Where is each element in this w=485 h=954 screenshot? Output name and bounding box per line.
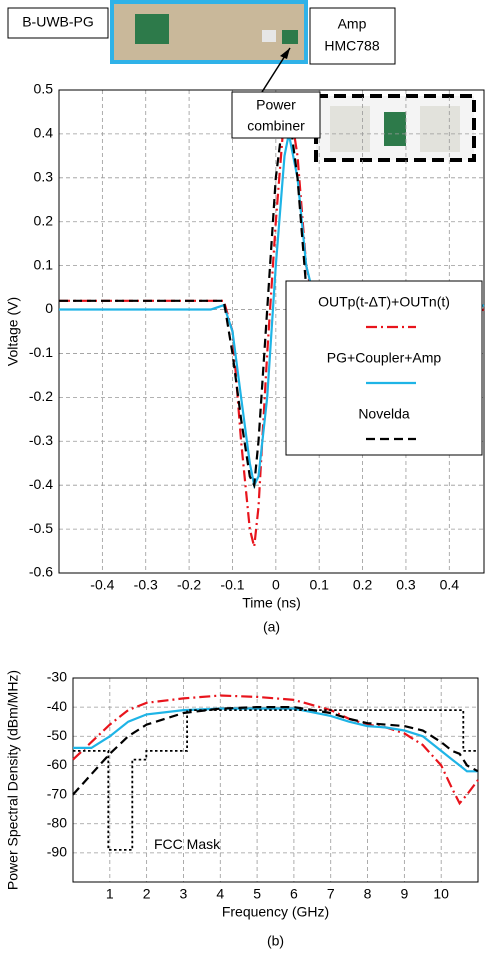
series-line: [59, 105, 484, 490]
x-tick-label: 0.3: [396, 577, 416, 593]
legend-label: Novelda: [358, 406, 410, 422]
x-axis-label: Frequency (GHz): [222, 904, 329, 920]
y-tick-label: 0: [45, 300, 53, 316]
y-tick-label: -30: [47, 669, 67, 685]
photo-detail: [262, 30, 276, 42]
y-tick-label: -40: [47, 698, 67, 714]
x-tick-label: 8: [364, 886, 372, 902]
x-tick-label: 0: [272, 577, 280, 593]
y-tick-label: -50: [47, 727, 67, 743]
annotation: B-UWB-PG: [22, 14, 94, 30]
y-tick-label: -0.5: [29, 520, 53, 536]
photo-detail: [135, 14, 169, 44]
y-tick-label: -90: [47, 844, 67, 860]
x-tick-label: -0.1: [220, 577, 244, 593]
y-tick-label: -70: [47, 785, 67, 801]
y-tick-label: 0.3: [34, 169, 54, 185]
y-tick-label: -0.3: [29, 432, 53, 448]
y-tick-label: -80: [47, 814, 67, 830]
y-tick-label: -60: [47, 756, 67, 772]
x-tick-label: 1: [106, 886, 114, 902]
legend-label: PG+Coupler+Amp: [327, 350, 442, 366]
series-line: [72, 694, 479, 806]
photo-detail: [282, 30, 298, 44]
x-tick-label: -0.3: [134, 577, 158, 593]
x-axis-label: Time (ns): [242, 595, 301, 611]
x-tick-label: -0.2: [177, 577, 201, 593]
x-tick-label: -0.4: [90, 577, 114, 593]
x-tick-label: 3: [180, 886, 188, 902]
y-tick-label: -0.6: [29, 564, 53, 580]
plot-frame: [58, 89, 485, 574]
x-tick-label: 5: [253, 886, 261, 902]
x-tick-label: 7: [327, 886, 335, 902]
caption: (a): [263, 619, 280, 635]
photo-detail: [330, 106, 370, 152]
x-tick-label: 0.2: [353, 577, 373, 593]
caption: (b): [267, 933, 284, 949]
series-line: [73, 707, 478, 773]
y-tick-label: -0.2: [29, 388, 53, 404]
x-tick-label: 9: [400, 886, 408, 902]
x-tick-label: 10: [433, 886, 449, 902]
annotation: HMC788: [324, 38, 379, 54]
y-tick-label: 0.1: [34, 256, 54, 272]
y-tick-label: 0.4: [34, 125, 54, 141]
series-line: [73, 709, 478, 851]
label-box: [7, 7, 109, 39]
x-tick-label: 0.4: [440, 577, 460, 593]
y-axis-label: Power Spectral Density (dBm/MHz): [5, 670, 21, 890]
x-tick-label: 6: [290, 886, 298, 902]
y-tick-label: -0.4: [29, 476, 53, 492]
series-label: FCC Mask: [154, 836, 221, 852]
legend-label: OUTp(t-ΔT)+OUTn(t): [318, 294, 450, 310]
photo-detail: [420, 106, 460, 152]
annotation: combiner: [247, 118, 305, 134]
y-tick-label: -0.1: [29, 344, 53, 360]
x-tick-label: 2: [143, 886, 151, 902]
arrow-head: [280, 48, 290, 59]
legend-box: [285, 280, 483, 456]
label-box: [309, 7, 396, 65]
y-tick-label: 0.2: [34, 212, 54, 228]
y-axis-label: Voltage (V): [5, 297, 21, 366]
annotation: Amp: [338, 16, 367, 32]
series-line: [72, 706, 479, 796]
annotation: Power: [256, 97, 296, 113]
y-tick-label: 0.5: [34, 81, 54, 97]
photo-detail: [384, 112, 406, 146]
x-tick-label: 0.1: [309, 577, 329, 593]
label-box: [231, 91, 321, 139]
x-tick-label: 4: [216, 886, 224, 902]
